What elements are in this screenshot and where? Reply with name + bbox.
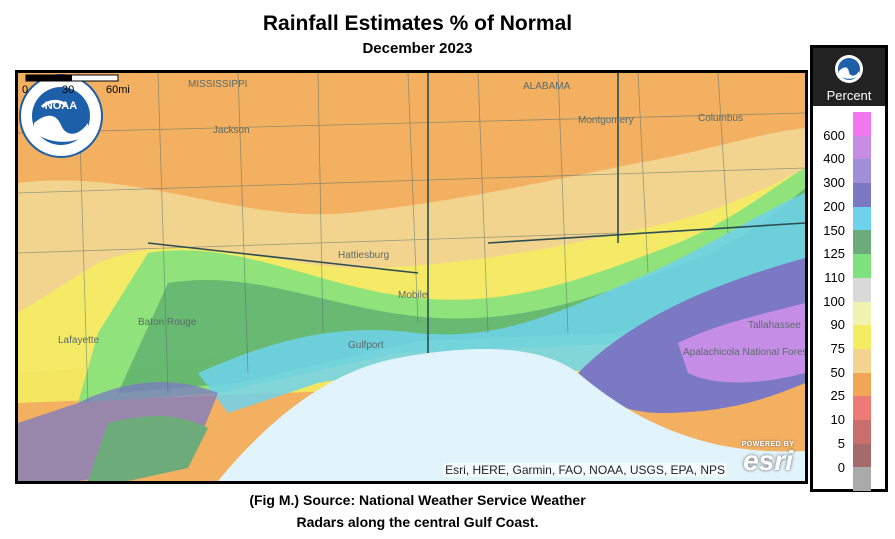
esri-powered-by: POWERED BY [741,441,795,448]
city-label-gulfport: Gulfport [348,340,384,351]
legend-header: Percent [813,48,885,106]
legend-swatch [853,348,871,373]
noaa-small-logo-icon [835,55,863,83]
city-label-baton-rouge: Baton Rouge [138,317,197,328]
legend-tick-label: 50 [830,364,845,380]
legend-tick-label: 100 [823,293,845,309]
map-title: Rainfall Estimates % of Normal [262,12,573,35]
city-label-mobile: Mobile [398,290,428,301]
legend-swatch [853,301,871,326]
gulf-water [218,348,805,481]
legend-swatch [853,183,871,207]
svg-text:NOAA: NOAA [45,100,77,112]
state-label-mississippi: MISSISSIPPI [188,79,247,90]
legend-tick-label: 75 [830,341,845,356]
legend-tick-label: 90 [830,317,845,333]
esri-logo-icon: POWERED BY esri [737,441,799,477]
scale-label-end: 60mi [106,84,130,95]
esri-brand: esri [743,445,793,476]
caption-line-1: (Fig M.) Source: National Weather Servic… [249,492,586,508]
legend-tick-label: 110 [824,269,845,285]
scale-label-mid: 30 [62,84,74,95]
legend-swatch [853,396,871,420]
city-label-apalachicola: Apalachicola National Forest [683,347,805,358]
legend-swatch [853,443,871,468]
legend-color-bar [853,112,871,491]
state-label-alabama: ALABAMA [523,81,571,92]
legend-tick-label: 5 [837,435,845,451]
legend-swatch [853,467,871,491]
city-label-lafayette: Lafayette [58,335,100,346]
county-lines [18,73,805,404]
legend-swatch [853,135,871,160]
city-label-columbus: Columbus [698,113,743,124]
legend-panel: Percent 600 400 300 200 150 125 110 100 90 75 50 25… [810,45,888,492]
legend-tick-label: 0 [837,459,845,475]
legend-tick-label: 150 [823,222,845,238]
legend-tick-label: 125 [823,246,845,262]
legend-tick-label: 400 [823,151,845,167]
legend-tick-label: 300 [823,175,845,191]
map-attribution: Esri, HERE, Garmin, FAO, NOAA, USGS, EPA… [443,463,727,477]
legend-tick-label: 200 [823,198,845,214]
scale-bar: 0 30 60mi [22,74,130,95]
legend-swatch [853,277,871,302]
legend-swatch [853,325,871,349]
louisiana-shore [88,416,208,481]
legend-swatch [853,159,871,184]
city-label-jackson: Jackson [213,125,250,136]
legend-swatch [853,230,871,255]
legend-title: Percent [826,88,872,103]
city-label-tallahassee: Tallahassee [748,320,801,331]
map-canvas: MISSISSIPPI ALABAMA Jackson Montgomery C… [18,73,805,481]
legend-tick-label: 600 [823,127,845,143]
legend-tick-label: 10 [830,412,845,428]
legend-swatch [853,419,871,444]
rainfall-map[interactable]: MISSISSIPPI ALABAMA Jackson Montgomery C… [15,70,808,484]
scale-label-zero: 0 [22,84,28,95]
caption-line-2: Radars along the central Gulf Coast. [296,514,539,530]
place-labels: MISSISSIPPI ALABAMA Jackson Montgomery C… [58,79,805,358]
city-label-montgomery: Montgomery [578,115,634,126]
legend-tick-label: 25 [830,388,845,404]
noaa-logo-icon: NOAA [19,74,103,158]
map-subtitle: December 2023 [362,40,473,57]
legend-swatch [853,254,871,278]
legend-swatch [853,112,871,136]
magenta-region [678,303,805,383]
legend-swatch [853,372,871,397]
city-label-hattiesburg: Hattiesburg [338,250,389,261]
state-boundaries [147,73,805,353]
legend-swatch [853,206,871,231]
